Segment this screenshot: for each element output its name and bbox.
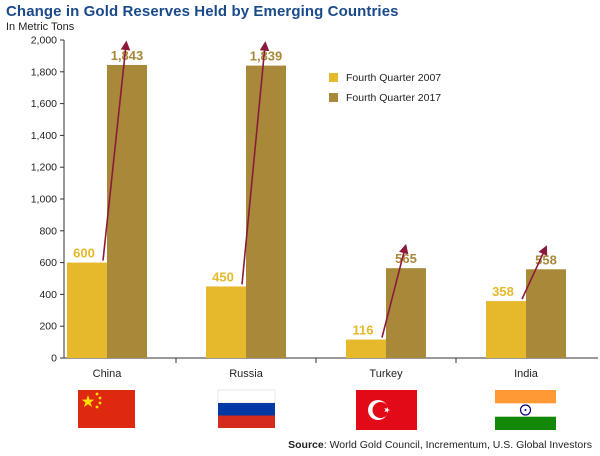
- y-tick-label: 800: [39, 225, 57, 237]
- bar-2017-china: [107, 64, 147, 358]
- bar-2017-india: [526, 269, 566, 358]
- chart-title: Change in Gold Reserves Held by Emerging…: [6, 3, 399, 20]
- y-tick-label: 1,600: [31, 98, 57, 110]
- x-tick-label: India: [514, 368, 539, 380]
- data-label-2017: 565: [395, 251, 417, 266]
- y-tick-label: 2,000: [31, 35, 57, 47]
- x-tick-label: China: [93, 368, 123, 380]
- turkey-flag: [356, 390, 417, 430]
- change-arrow: [102, 40, 131, 261]
- change-arrow: [241, 41, 270, 285]
- x-tick-label: Russia: [229, 368, 264, 380]
- bar-2007-turkey: [346, 339, 386, 358]
- data-label-2017: 558: [535, 252, 557, 267]
- data-label-2007: 600: [73, 246, 95, 261]
- y-tick-label: 0: [51, 353, 57, 365]
- legend-label: Fourth Quarter 2007: [346, 72, 441, 84]
- source-label: Source: [288, 439, 324, 451]
- bar-2007-china: [67, 262, 107, 358]
- china-flag: [78, 390, 135, 428]
- source-text: : World Gold Council, Incrementum, U.S. …: [323, 439, 592, 451]
- russia-flag: [217, 389, 276, 428]
- bar-2017-turkey: [386, 268, 426, 358]
- data-label-2017: 1,839: [250, 49, 283, 64]
- bar-2017-russia: [246, 65, 286, 358]
- legend-swatch: [329, 93, 338, 102]
- change-arrow: [381, 243, 409, 338]
- data-label-2007: 116: [353, 323, 374, 338]
- data-label-2017: 1,843: [111, 48, 144, 63]
- y-tick-label: 1,200: [31, 162, 57, 174]
- y-tick-label: 200: [39, 321, 57, 333]
- y-tick-label: 600: [39, 257, 57, 269]
- y-tick-label: 1,000: [31, 194, 57, 206]
- y-tick-label: 1,400: [31, 130, 57, 142]
- chart-subtitle: In Metric Tons: [6, 21, 75, 33]
- data-label-2007: 358: [492, 284, 514, 299]
- y-tick-label: 1,800: [31, 66, 57, 78]
- x-tick-label: Turkey: [369, 368, 403, 380]
- legend-swatch: [329, 73, 338, 82]
- y-tick-label: 400: [39, 289, 57, 301]
- source-note: Source: World Gold Council, Incrementum,…: [288, 439, 592, 451]
- data-label-2007: 450: [212, 269, 234, 284]
- bar-2007-india: [486, 301, 526, 358]
- change-arrow: [521, 245, 548, 300]
- india-flag: [495, 390, 556, 430]
- bar-2007-russia: [206, 286, 246, 358]
- legend-label: Fourth Quarter 2017: [346, 92, 441, 104]
